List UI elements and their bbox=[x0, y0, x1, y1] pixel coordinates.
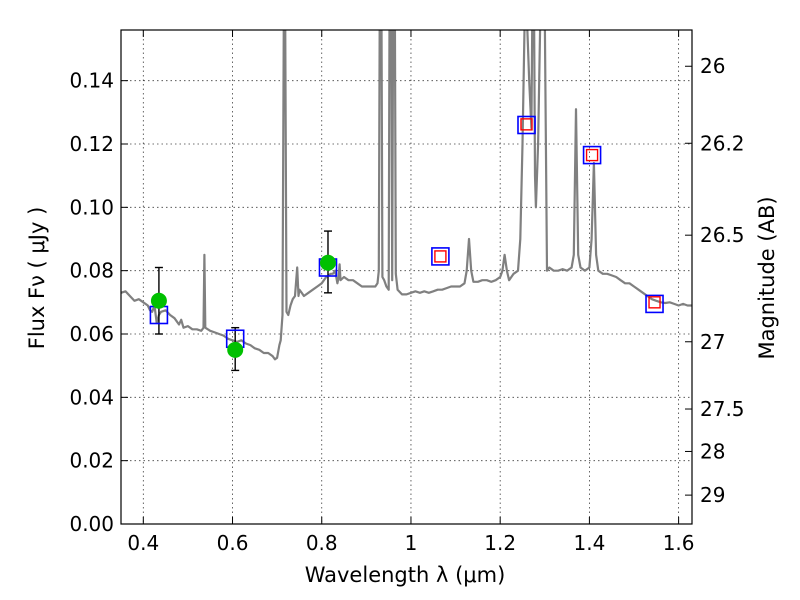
magnitude-tick-label: 26.2 bbox=[700, 131, 745, 155]
y-axis-label: Flux Fν ( μJy ) bbox=[25, 207, 49, 350]
x-tick-label: 1.4 bbox=[573, 531, 605, 555]
y-tick-label: 0.14 bbox=[69, 69, 114, 93]
y-tick-label: 0.06 bbox=[69, 322, 114, 346]
observed-circle bbox=[319, 254, 336, 271]
spectrum-line bbox=[121, 30, 692, 361]
y-tick-label: 0.04 bbox=[69, 385, 114, 409]
model-photometry-square bbox=[431, 247, 450, 266]
photometry-markers bbox=[149, 115, 664, 372]
observed-circle bbox=[150, 292, 167, 309]
observed-circle bbox=[227, 341, 244, 358]
x-tick-label: 0.4 bbox=[127, 531, 159, 555]
x-tick-label: 1.6 bbox=[663, 531, 695, 555]
grid bbox=[121, 30, 692, 525]
magnitude-tick-label: 26 bbox=[700, 54, 725, 78]
plot-frame bbox=[120, 29, 693, 525]
magnitude-tick-label: 26.5 bbox=[700, 223, 745, 247]
model-photometry-square bbox=[582, 145, 602, 165]
x-tick-label: 0.6 bbox=[217, 531, 249, 555]
y-tick-label: 0.02 bbox=[69, 449, 114, 473]
observed-square bbox=[585, 148, 599, 162]
y-tick-label: 0.12 bbox=[69, 132, 114, 156]
axis-ticks: 0.4 0.6 0.8 1 1.2 1.4 1.6 0.00 0.02 0.04 0.06 0.08 0… bbox=[69, 30, 745, 555]
x-tick-label: 0.8 bbox=[306, 531, 338, 555]
plot-area bbox=[121, 30, 692, 361]
magnitude-tick-label: 29 bbox=[700, 483, 725, 507]
observed-square bbox=[434, 250, 447, 263]
magnitude-axis-label: Magnitude (AB) bbox=[755, 196, 779, 359]
y-tick-label: 0.10 bbox=[69, 195, 114, 219]
observed-square bbox=[648, 296, 661, 309]
x-axis-label: Wavelength λ (μm) bbox=[305, 563, 506, 587]
model-photometry-square bbox=[645, 294, 664, 314]
y-tick-label: 0.08 bbox=[69, 259, 114, 283]
observed-square bbox=[520, 118, 533, 131]
magnitude-tick-label: 27.5 bbox=[700, 397, 745, 421]
model-photometry-square bbox=[517, 115, 536, 135]
x-tick-label: 1 bbox=[405, 531, 418, 555]
magnitude-tick-label: 27 bbox=[700, 330, 725, 354]
x-tick-label: 1.2 bbox=[484, 531, 516, 555]
magnitude-tick-label: 28 bbox=[700, 439, 725, 463]
y-tick-label: 0.00 bbox=[69, 512, 114, 536]
